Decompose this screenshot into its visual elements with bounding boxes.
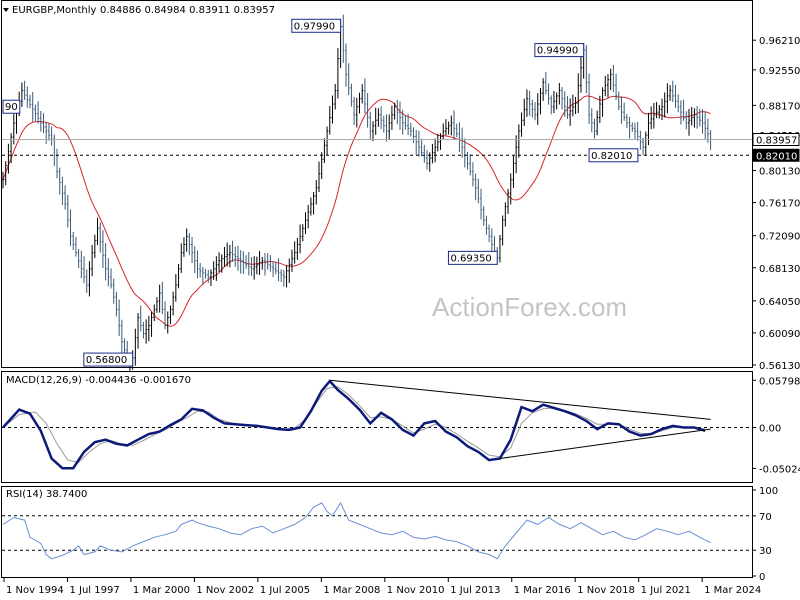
time-axis-label: 1 Nov 2018: [577, 585, 635, 596]
current-price-tag-box: [752, 132, 800, 146]
time-axis-label: 1 Jul 2021: [641, 585, 691, 596]
rsi-line: [2, 501, 711, 560]
macd-axis: 0.057984 0.00 -0.050241: [752, 376, 800, 475]
rsi-axis-label: 30: [759, 546, 772, 557]
time-axis-label: 1 Mar 2008: [323, 585, 380, 596]
time-axis-label: 1 Jul 1997: [69, 585, 119, 596]
price-axis-label: 0.56130: [759, 361, 800, 372]
price-panel-frame: [1, 0, 753, 368]
price-axis-label: 0.76170: [759, 199, 800, 210]
time-axis-label: 1 Mar 2016: [514, 585, 571, 596]
menu-triangle-icon[interactable]: [3, 8, 9, 12]
price-axis-label: 0.64050: [759, 297, 800, 308]
time-axis-label: 1 Mar 2024: [704, 585, 761, 596]
price-annotation-label: 0.69350: [450, 253, 491, 264]
rsi-lines: [2, 501, 752, 560]
price-annotation-label: 0.82010: [591, 151, 632, 162]
macd-axis-label: 0.057984: [759, 376, 800, 387]
price-axis-label: 0.80130: [759, 167, 800, 178]
price-ohlc: 0.84886 0.84984 0.83911 0.83957: [100, 5, 275, 16]
macd-trendline: [499, 428, 711, 459]
time-axis-label: 1 Jul 2013: [450, 585, 500, 596]
price-annotation-box: [447, 250, 498, 265]
price-title: EURGBP,Monthly: [12, 5, 97, 16]
price-annotation-box: [83, 352, 134, 367]
price-annotation-box: [588, 148, 639, 163]
price-axis-label: 0.92550: [759, 66, 800, 77]
rsi-panel-frame: [1, 486, 753, 578]
rsi-axis-label: 70: [759, 512, 772, 523]
price-axis-label: 0.72090: [759, 232, 800, 243]
time-axis-label: 1 Nov 2002: [196, 585, 254, 596]
price-axis-label: 0.68130: [759, 264, 800, 275]
rsi-axis-label: 0: [759, 572, 765, 583]
time-axis-label: 1 Nov 1994: [6, 585, 64, 596]
price-moving-average: [2, 95, 711, 327]
time-axis: 1 Nov 1994 1 Jul 1997 1 Mar 2000 1 Nov 2002…: [3, 578, 761, 596]
macd-title: MACD(12,26,9) -0.004436 -0.001670: [6, 375, 191, 386]
price-axis: 0.962100.925500.881700.845100.801300.761…: [752, 36, 800, 372]
watermark: ActionForex.com: [432, 292, 627, 322]
macd-lines: [2, 379, 752, 470]
price-annotation-box: [534, 43, 585, 58]
level-line-tag-label: 0.82010: [756, 151, 797, 162]
price-axis-label: 0.96210: [759, 36, 800, 47]
current-price-tag-label: 0.83957: [756, 135, 797, 146]
time-axis-label: 1 Mar 2000: [133, 585, 190, 596]
price-axis-label: 0.60090: [759, 329, 800, 340]
rsi-axis-label: 100: [759, 486, 778, 497]
price-annotation-label: 90: [5, 102, 18, 113]
moving-average-line: [2, 95, 711, 327]
time-axis-label: 1 Jul 2005: [260, 585, 310, 596]
price-annotation-label: 0.56800: [86, 355, 127, 366]
rsi-title: RSI(14) 38.7400: [6, 489, 87, 500]
macd-line: [2, 379, 706, 470]
macd-trendline: [329, 379, 711, 420]
macd-axis-label: -0.050241: [759, 464, 800, 475]
rsi-axis: 100 70 30 0: [752, 486, 778, 583]
price-candles: [2, 14, 712, 371]
price-annotation-label: 0.94990: [537, 46, 578, 57]
price-annotation-label: 0.97990: [294, 21, 335, 32]
price-annotation-box: [291, 18, 342, 33]
price-annotations: 0.97990 0.94990 0.82010 0.69350 0.56800 90: [2, 18, 639, 367]
price-axis-label: 0.88170: [759, 101, 800, 112]
time-axis-label: 1 Nov 2010: [387, 585, 445, 596]
level-line-tag-box: [752, 148, 800, 162]
macd-axis-label: 0.00: [759, 424, 781, 435]
price-annotation-box: [2, 99, 21, 114]
